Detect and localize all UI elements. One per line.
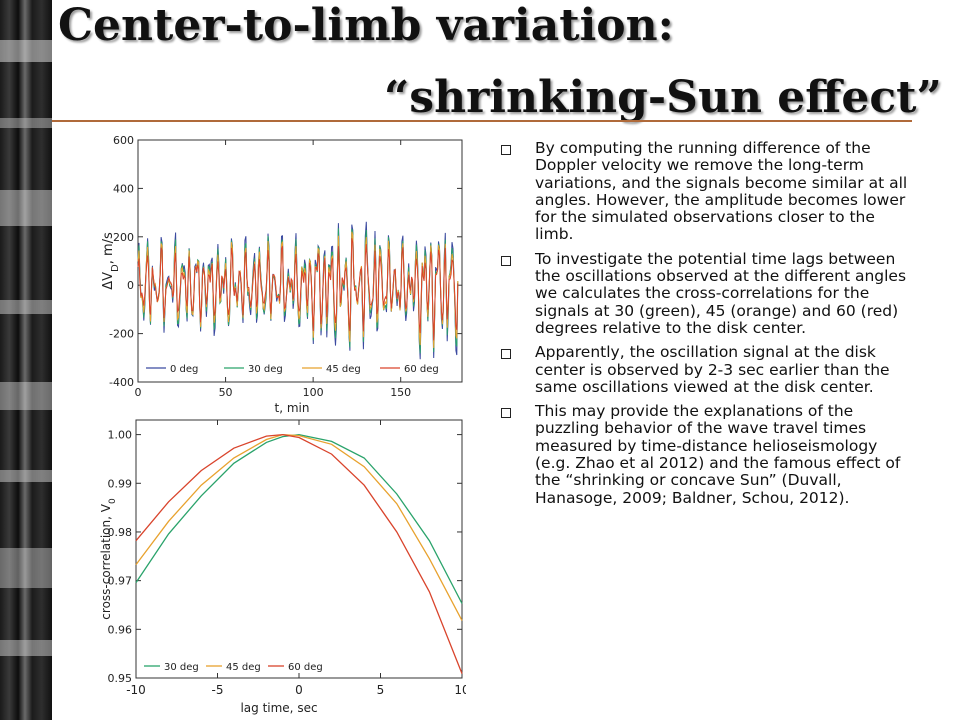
bullet-item: By computing the running difference of t… [493,139,913,244]
y-tick-label: 0 [127,279,134,292]
y-tick-label: 0.95 [108,672,133,685]
y-tick-label: 0.98 [108,526,133,539]
x-tick-label: 0 [295,683,303,697]
x-axis-label: t, min [275,401,310,415]
series-line [137,238,459,341]
y-axis-label: ΔVD, m/s [101,232,121,290]
x-tick-label: 10 [454,683,466,697]
y-tick-label: 0.97 [108,575,133,588]
y-tick-label: 200 [113,231,134,244]
x-tick-label: -10 [126,683,146,697]
x-tick-label: 5 [377,683,385,697]
bullet-item: This may provide the explanations of the… [493,402,913,507]
title-divider [52,120,912,122]
plot-frame [137,139,463,383]
x-tick-label: 100 [303,386,324,399]
square-bullet-icon [501,408,511,419]
square-bullet-icon [501,255,511,266]
legend-label: 30 deg [164,662,199,673]
bullet-item: To investigate the potential time lags b… [493,249,913,337]
square-bullet-icon [501,145,511,155]
bullet-list: By computing the running difference of t… [493,139,913,514]
slide-title-line-2: “shrinking-Sun effect” [384,72,942,123]
legend-label: 45 deg [326,364,361,375]
y-tick-label: -400 [109,376,134,389]
y-axis-label-subscript: 0 [108,498,118,504]
legend-label: 60 deg [288,662,323,673]
bullet-text: To investigate the potential time lags b… [535,249,907,337]
bullet-item: Apparently, the oscillation signal at th… [493,344,913,396]
y-axis-label: cross-correlation, V0 [99,498,118,620]
cross-correlation-chart: 0.95 0.96 0.97 0.98 0.99 1.00 -10 -5 0 5 10 lag tim… [99,419,466,715]
legend-label: 30 deg [248,364,283,375]
y-tick-label: -200 [109,328,134,341]
doppler-difference-chart: -400 -200 0 200 400 600 0 50 100 150 t, min ΔVD, m/… [101,134,463,415]
film-strip-decoration [0,0,52,720]
plot-frame [135,419,463,679]
y-tick-label: 400 [113,182,134,195]
y-tick-label: 1.00 [108,429,133,442]
x-tick-label: 150 [390,386,411,399]
y-axis-label-subscript: D [110,264,121,272]
legend-label: 45 deg [226,662,261,673]
bullet-text: By computing the running difference of t… [535,139,908,244]
x-tick-label: 0 [135,386,142,399]
legend-label: 0 deg [170,364,198,375]
series-line [135,433,463,674]
slide-title-line-1: Center-to-limb variation: [58,0,674,51]
series-line [135,433,463,621]
x-axis-label: lag time, sec [240,701,317,715]
bullet-text: Apparently, the oscillation signal at th… [535,343,890,396]
y-axis-label-unit: , m/s [101,232,116,264]
y-tick-label: 600 [113,134,134,147]
y-tick-label: 0.96 [108,623,133,636]
bullet-text: This may provide the explanations of the… [535,402,901,507]
x-tick-label: 50 [219,386,233,399]
legend-label: 60 deg [404,364,439,375]
square-bullet-icon [501,349,511,360]
x-tick-label: -5 [212,683,224,697]
y-tick-label: 0.99 [108,477,133,490]
